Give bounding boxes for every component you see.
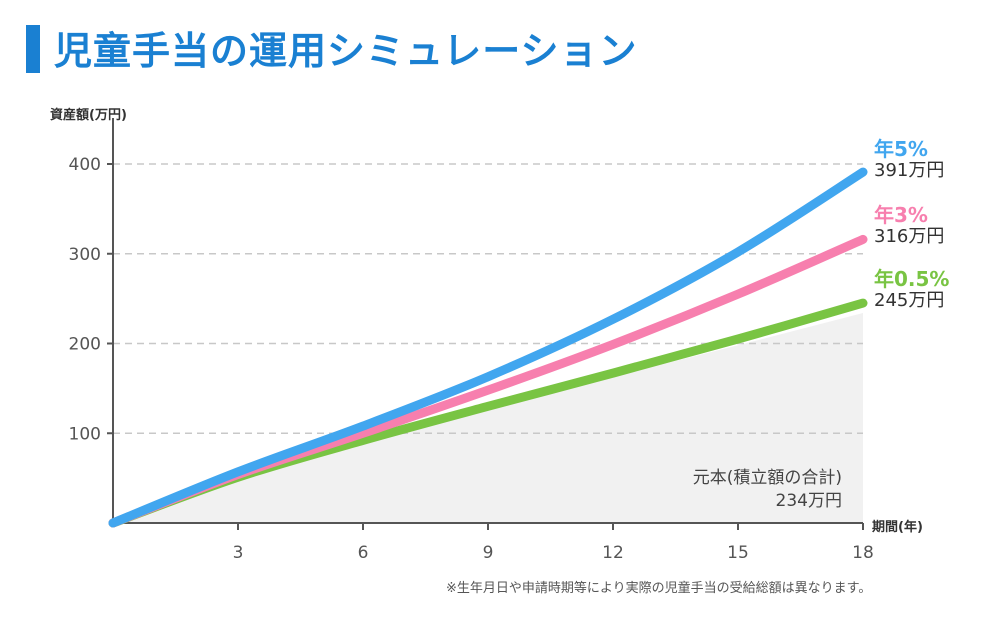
x-axis-label: 期間(年): [872, 520, 923, 535]
x-tick-label: 12: [602, 543, 624, 563]
x-tick-label: 18: [852, 543, 874, 563]
series-line-five: [108, 167, 868, 528]
end-label-three: 年3% 316万円: [874, 204, 944, 248]
footnote: ※生年月日や申請時期等により実際の児童手当の受給総額は異なります。: [446, 581, 872, 596]
series-end-value-five: 391万円: [874, 160, 945, 181]
x-tick-label: 9: [483, 543, 494, 563]
series-name-three: 年3%: [874, 203, 928, 227]
end-label-half: 年0.5% 245万円: [874, 268, 949, 312]
title-accent-bar: [26, 25, 40, 73]
page-title: 児童手当の運用シミュレーション: [54, 29, 638, 73]
principal-label: 元本(積立額の合計) 234万円: [693, 467, 842, 513]
x-tick-label: 6: [358, 543, 369, 563]
principal-area: [113, 312, 863, 523]
series-name-half: 年0.5%: [874, 267, 950, 291]
y-tick-label: 100: [69, 424, 101, 444]
series-name-five: 年5%: [874, 137, 928, 161]
principal-label-title: 元本(積立額の合計): [692, 468, 842, 488]
x-tick-label: 3: [233, 543, 244, 563]
y-axis-label: 資産額(万円): [50, 108, 127, 123]
series-end-value-three: 316万円: [874, 226, 945, 247]
end-label-five: 年5% 391万円: [874, 138, 944, 182]
y-tick-label: 200: [69, 335, 101, 355]
x-ticks: 3 6 9 12 15 18: [233, 523, 874, 563]
x-tick-label: 15: [727, 543, 749, 563]
y-tick-label: 300: [69, 245, 101, 265]
y-tick-label: 400: [69, 155, 101, 175]
series-end-value-half: 245万円: [874, 290, 945, 311]
principal-label-value: 234万円: [775, 490, 842, 511]
y-ticks: 100 200 300 400: [69, 155, 113, 444]
